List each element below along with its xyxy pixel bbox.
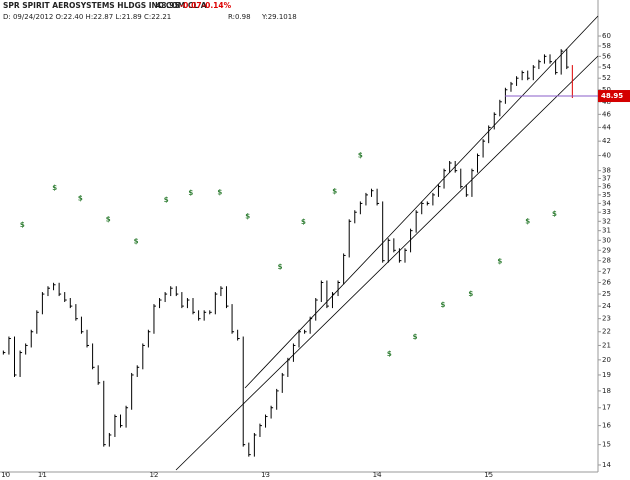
x-tick-label: 14 [373, 471, 382, 479]
y-tick-label: 58 [602, 42, 611, 50]
x-tick-label: 13 [261, 471, 270, 479]
dividend-marker: $ [245, 213, 250, 221]
y-tick-label: 19 [602, 371, 611, 379]
y-value: Y:29.1018 [261, 13, 297, 21]
change: -0.07 [180, 1, 202, 10]
y-tick-label: 30 [602, 236, 611, 244]
y-tick-label: 23 [602, 315, 611, 323]
y-tick-label: 50 [602, 86, 611, 94]
dividend-marker: $ [301, 218, 306, 226]
y-tick-label: 60 [602, 32, 611, 40]
y-tick-label: 20 [602, 356, 611, 364]
change-pct: -0.14% [202, 1, 232, 10]
y-tick-label: 32 [602, 217, 611, 225]
channel-lower [175, 55, 599, 471]
y-tick-label: 38 [602, 167, 611, 175]
y-tick-label: 44 [602, 123, 611, 131]
y-tick-label: 54 [602, 63, 611, 71]
dividend-marker: $ [106, 215, 111, 223]
dividend-marker: $ [525, 217, 530, 225]
dividend-marker: $ [134, 237, 139, 245]
last-price-label: 48.95 [601, 92, 623, 100]
last-price: 48.95 [156, 1, 180, 10]
symbol-line: SPR SPIRIT AEROSYSTEMS HLDGS INC COM CL … [3, 1, 207, 10]
y-tick-label: 22 [602, 328, 611, 336]
y-tick-label: 34 [602, 199, 611, 207]
dividend-marker: $ [332, 188, 337, 196]
dividend-marker: $ [497, 258, 502, 266]
dividend-marker: $ [278, 263, 283, 271]
y-tick-label: 33 [602, 208, 611, 216]
dividend-marker: $ [387, 350, 392, 358]
y-tick-label: 24 [602, 302, 611, 310]
y-tick-label: 28 [602, 257, 611, 265]
y-tick-label: 46 [602, 110, 611, 118]
x-tick-label: 15 [484, 471, 493, 479]
x-tick-label: 11 [38, 471, 47, 479]
y-tick-label: 31 [602, 227, 611, 235]
dividend-marker: $ [217, 188, 222, 196]
y-tick-label: 35 [602, 191, 611, 199]
x-tick-label: 10 [1, 471, 10, 479]
y-tick-label: 40 [602, 152, 611, 160]
dividend-marker: $ [468, 290, 473, 298]
y-tick-label: 16 [602, 422, 611, 430]
dividend-marker: $ [164, 196, 169, 204]
dividend-marker: $ [52, 184, 57, 192]
dividend-marker: $ [188, 189, 193, 197]
dividend-marker: $ [552, 210, 557, 218]
x-tick-label: 12 [150, 471, 159, 479]
y-tick-label: 25 [602, 290, 611, 298]
y-tick-label: 15 [602, 441, 611, 449]
y-tick-label: 29 [602, 246, 611, 254]
y-tick-label: 56 [602, 52, 611, 60]
y-tick-label: 37 [602, 175, 611, 183]
y-tick-label: 36 [602, 183, 611, 191]
dividend-marker: $ [78, 194, 83, 202]
r-value: R:0.98 [228, 13, 251, 21]
y-tick-label: 18 [602, 387, 611, 395]
y-tick-label: 42 [602, 137, 611, 145]
y-tick-label: 52 [602, 74, 611, 82]
dividend-marker: $ [358, 152, 363, 160]
dividend-marker: $ [20, 221, 25, 229]
y-tick-label: 14 [602, 461, 611, 469]
dividend-marker: $ [440, 301, 445, 309]
y-tick-label: 27 [602, 267, 611, 275]
last-price-box [598, 90, 630, 103]
y-tick-label: 21 [602, 341, 611, 349]
date-line: D: 09/24/2012 O:22.40 H:22.87 L:21.89 C:… [3, 13, 171, 21]
y-tick-label: 26 [602, 279, 611, 287]
dividend-marker: $ [413, 333, 418, 341]
y-tick-label: 17 [602, 404, 611, 412]
